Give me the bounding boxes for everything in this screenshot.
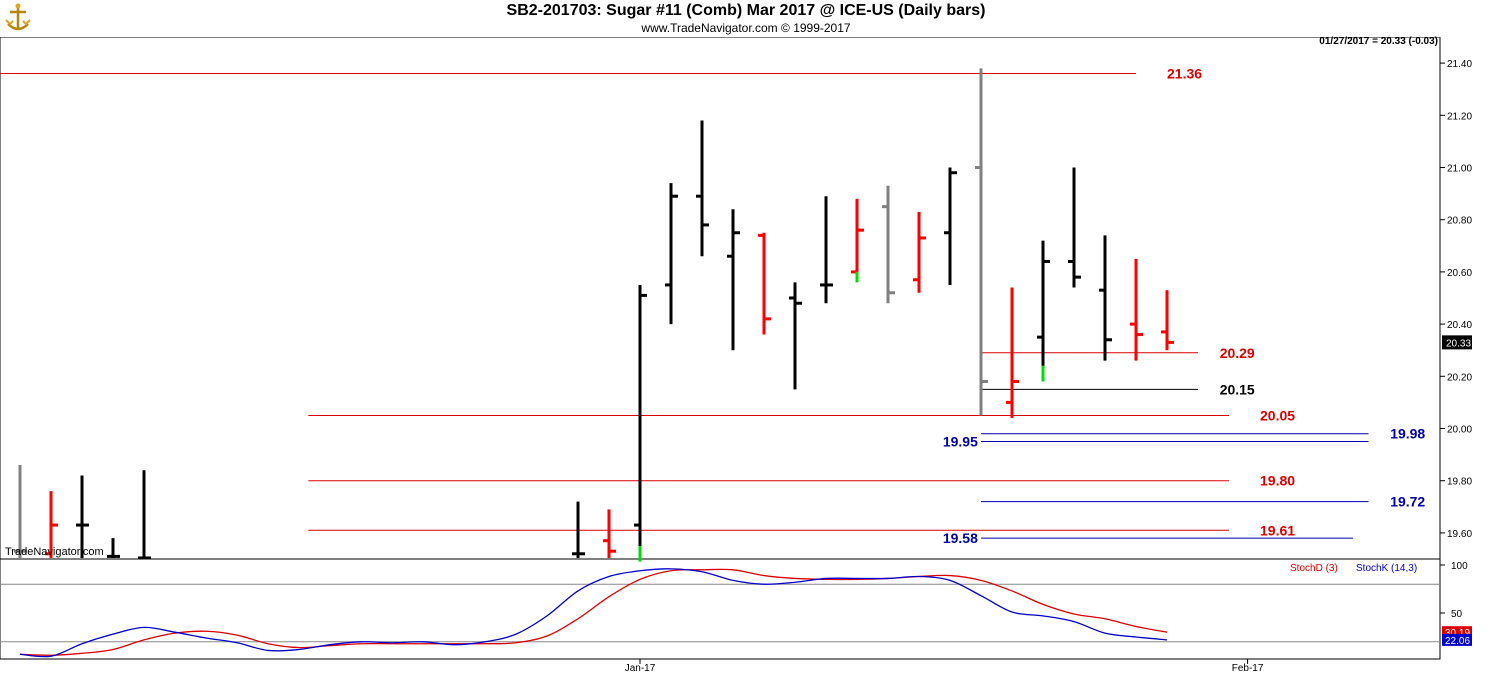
stoch-tick-label: 50 (1451, 609, 1463, 620)
chart-title: SB2-201703: Sugar #11 (Comb) Mar 2017 @ … (506, 2, 986, 19)
y-tick-label: 19.80 (1447, 477, 1472, 488)
watermark: TradeNavigator.com (5, 546, 104, 558)
y-tick-label: 20.40 (1447, 320, 1472, 331)
last-price-label: 20.33 (1446, 338, 1471, 349)
stoch-d-line (19, 568, 1168, 656)
ohlc-bar (758, 232, 771, 335)
ohlc-bar (1099, 235, 1112, 361)
bars-group (14, 68, 1174, 562)
trade-navigator-logo (5, 3, 31, 31)
ohlc-bar (1006, 287, 1019, 419)
ohlc-bar (1130, 258, 1143, 361)
y-tick-label: 20.80 (1447, 216, 1472, 227)
y-tick-label: 20.60 (1447, 268, 1472, 279)
last-price-box (1442, 335, 1472, 350)
ohlc-bar (107, 538, 120, 558)
levels-group: 21.36 20.29 20.15 20.05 19.98 19.95 19.80 19.72… (0, 66, 1425, 546)
price-plot-area (0, 36, 1441, 560)
ohlc-bar (882, 185, 895, 304)
y-tick-label: 20.00 (1447, 425, 1472, 436)
last-price-info: 01/27/2017 = 20.33 (-0.03) (1319, 36, 1438, 47)
y-tick-label: 19.60 (1447, 529, 1472, 540)
level-label: 20.29 (1220, 345, 1255, 361)
stoch-tick-label: 100 (1451, 561, 1468, 572)
ohlc-bar (696, 120, 709, 257)
level-label: 20.15 (1220, 381, 1255, 397)
ohlc-bar (1068, 167, 1081, 288)
stoch-last-box (1442, 633, 1472, 646)
y-tick-label: 21.40 (1447, 59, 1472, 70)
ohlc-bar (913, 211, 926, 293)
ohlc-bar (76, 475, 89, 558)
level-label: 20.05 (1260, 407, 1295, 423)
x-tick-label: Jan-17 (625, 663, 656, 674)
stoch-last-label: 22.06 (1445, 636, 1470, 647)
ohlc-bar (45, 491, 58, 558)
stoch-k-line (19, 568, 1168, 658)
stoch-plot-area (0, 558, 1441, 660)
x-tick-label: Feb-17 (1232, 663, 1264, 674)
ohlc-bar (820, 196, 833, 304)
ohlc-bar (138, 470, 151, 560)
level-label: 19.61 (1260, 522, 1295, 538)
legend-stoch-k: StochK (14,3) (1356, 563, 1417, 574)
ohlc-bar (1161, 290, 1174, 351)
stoch-last-label: 30.19 (1445, 628, 1470, 639)
ohlc-bar (975, 68, 988, 416)
ohlc-bar (851, 198, 864, 283)
price-axis: 21.40 21.20 21.00 20.80 20.60 20.40 20.20 20.00… (1440, 59, 1472, 540)
level-label: 19.58 (943, 530, 978, 546)
time-axis: Jan-17 Feb-17 (625, 659, 1264, 674)
ohlc-bar (789, 282, 802, 390)
y-tick-label: 20.20 (1447, 372, 1472, 383)
legend-stoch-d: StochD (3) (1290, 563, 1338, 574)
chart-subtitle: www.TradeNavigator.com © 1999-2017 (641, 21, 851, 35)
level-label: 19.72 (1390, 494, 1425, 510)
ohlc-bar (634, 284, 647, 562)
ohlc-bar (603, 509, 616, 558)
level-label: 21.36 (1167, 66, 1202, 82)
level-label: 19.95 (943, 434, 978, 450)
y-tick-label: 21.00 (1447, 164, 1472, 175)
y-tick-label: 21.20 (1447, 111, 1472, 122)
ohlc-bar (665, 183, 678, 325)
level-label: 19.80 (1260, 473, 1295, 489)
ohlc-bar (14, 465, 27, 558)
chart-header: SB2-201703: Sugar #11 (Comb) Mar 2017 @ … (0, 0, 1492, 37)
ohlc-bar (572, 501, 585, 558)
ohlc-bar (1037, 240, 1050, 382)
ohlc-bar (944, 167, 957, 285)
level-label: 19.98 (1390, 426, 1425, 442)
ohlc-bar (727, 209, 740, 351)
